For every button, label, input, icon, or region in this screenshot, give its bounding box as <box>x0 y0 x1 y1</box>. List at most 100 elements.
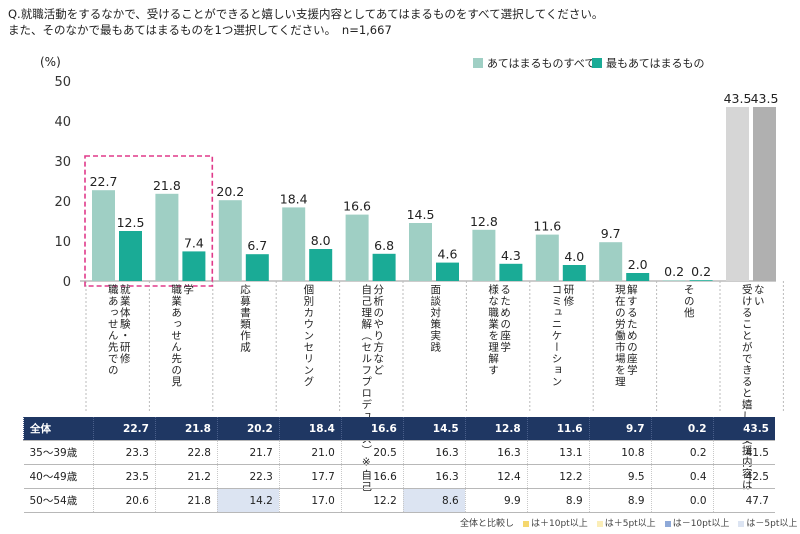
legend-label-most: 最もあてはまるもの <box>606 57 705 70</box>
data-label: 6.8 <box>374 238 394 253</box>
data-label: 2.0 <box>628 257 648 272</box>
bar <box>599 242 623 281</box>
data-label: 22.7 <box>90 174 118 189</box>
y-tick-label: 10 <box>54 235 71 250</box>
data-label: 0.2 <box>664 264 684 279</box>
table-cell: 18.4 <box>278 417 342 441</box>
table-row: 35〜39歳 23.3 22.8 21.7 21.0 20.5 16.3 16.3 13.1 10… <box>23 440 775 465</box>
table-cell: 21.8 <box>154 488 218 513</box>
data-label: 0.2 <box>691 264 711 279</box>
bar <box>218 200 242 281</box>
legend-swatch-most <box>592 58 602 68</box>
bar <box>499 263 523 281</box>
bar <box>345 214 369 281</box>
row-label: 50〜54歳 <box>23 488 94 513</box>
legend-swatch-all <box>473 58 483 68</box>
bar <box>119 231 142 281</box>
table-cell: 0.2 <box>650 440 714 465</box>
table-cell: 43.5 <box>712 417 775 441</box>
table-cell: 20.2 <box>216 417 280 441</box>
y-tick-label: 0 <box>63 275 71 290</box>
bar <box>245 254 269 281</box>
category-label: 個別カウンセリング <box>302 284 315 388</box>
data-label: 20.2 <box>216 184 244 199</box>
table-cell: 9.9 <box>464 488 528 513</box>
table-cell: 8.9 <box>526 488 590 513</box>
note-label: は－10pt以上 <box>672 519 739 529</box>
table-cell: 16.3 <box>402 464 466 489</box>
table-cell: 17.7 <box>278 464 342 489</box>
table-cell: 17.0 <box>278 488 342 513</box>
table-cell: 9.7 <box>588 417 652 441</box>
table-cell: 14.5 <box>402 417 466 441</box>
table-cell: 41.5 <box>712 440 775 465</box>
data-label: 16.6 <box>343 199 371 214</box>
table-cell: 12.4 <box>464 464 528 489</box>
table-cell: 0.4 <box>650 464 714 489</box>
y-tick-label: 40 <box>54 115 71 130</box>
data-label: 14.5 <box>407 207 435 222</box>
bar <box>753 107 776 281</box>
bar <box>626 273 650 281</box>
legend-item-all: あてはまるものすべて <box>473 55 595 71</box>
table-cell: 0.0 <box>650 488 714 513</box>
bar <box>372 253 396 281</box>
y-tick-label: 20 <box>54 195 71 210</box>
highlight-box <box>84 155 214 287</box>
bar <box>689 280 713 281</box>
table-cell: 47.7 <box>712 488 775 513</box>
note-swatch <box>523 520 530 527</box>
category-label: 学 職業あっせん先の見 <box>170 284 195 388</box>
note-prefix: 全体と比較し <box>460 519 524 529</box>
data-label: 4.0 <box>564 249 584 264</box>
table-cell: 16.6 <box>340 464 404 489</box>
table-cell: 16.3 <box>464 440 528 465</box>
data-label: 18.4 <box>280 191 308 206</box>
table-cell: 13.1 <box>526 440 590 465</box>
note-label: は＋10pt以上 <box>531 519 597 529</box>
table-cell: 23.5 <box>93 464 156 489</box>
table-cell: 9.5 <box>588 464 652 489</box>
category-label: るための座学 様な職業を理解す <box>487 284 512 376</box>
table-cell: 10.8 <box>588 440 652 465</box>
note-swatch <box>664 520 671 527</box>
table-cell: 8.6 <box>402 488 466 513</box>
data-label: 4.3 <box>501 248 521 263</box>
data-label: 43.5 <box>751 91 779 106</box>
table-cell: 16.6 <box>340 417 404 441</box>
category-label: 研修 コミュニケーション <box>550 284 575 388</box>
category-label: 分析のやり方など 自己理解（セルフプロデュース）※自己 <box>360 284 385 493</box>
note-swatch <box>596 520 603 527</box>
category-label: その他 <box>682 284 695 319</box>
category-label: 就業体験・研修 職あっせん先での <box>106 284 131 376</box>
bar <box>662 280 686 281</box>
table-cell: 20.5 <box>340 440 404 465</box>
table-cell: 11.6 <box>526 417 590 441</box>
table-cell: 22.7 <box>93 417 156 441</box>
table-cell: 22.8 <box>154 440 218 465</box>
table-cell: 21.0 <box>278 440 342 465</box>
legend-item-most: 最もあてはまるもの <box>592 55 705 71</box>
data-label: 6.7 <box>247 238 267 253</box>
y-unit-label: (%) <box>40 55 61 69</box>
row-label: 全体 <box>23 417 94 441</box>
table-cell: 12.2 <box>526 464 590 489</box>
bar <box>436 262 459 281</box>
y-tick-label: 50 <box>54 75 71 90</box>
table-row: 40〜49歳 23.5 21.2 22.3 17.7 16.6 16.3 12.4 12.2 9.… <box>23 464 775 489</box>
note-label: は－5pt以上 <box>746 519 798 529</box>
category-label: ない 受けることができると嬉しい支援内容は <box>740 284 765 491</box>
question-line-2: また、そのなかで最もあてはまるものを1つ選択してください。 n=1,667 <box>8 23 392 37</box>
table-cell: 21.7 <box>216 440 280 465</box>
data-label: 9.7 <box>601 226 621 241</box>
table-cell: 21.2 <box>154 464 218 489</box>
table-cell: 16.3 <box>402 440 466 465</box>
data-table: 全体 22.7 21.8 20.2 18.4 16.6 14.5 12.8 11.6 9.7 0.2… <box>23 417 775 513</box>
bar <box>562 265 586 281</box>
bar <box>182 251 206 281</box>
bar <box>155 193 179 281</box>
bar <box>92 190 115 281</box>
question-line-1: Q.就職活動をするなかで、受けることができると嬉しい支援内容としてあてはまるもの… <box>8 7 604 21</box>
data-label: 7.4 <box>184 235 204 250</box>
category-label: 面談対策実践 <box>429 284 442 353</box>
